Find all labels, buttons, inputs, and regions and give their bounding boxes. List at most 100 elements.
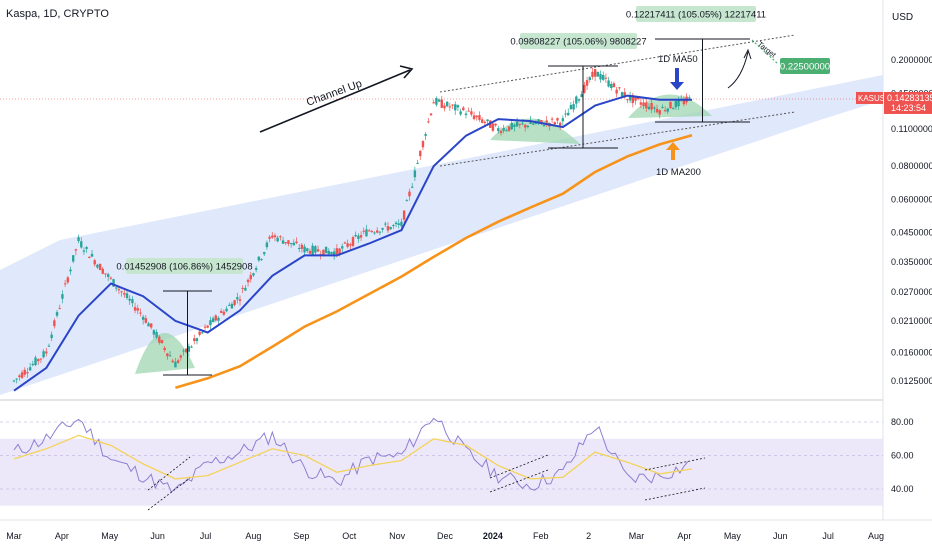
candle-body [233,300,236,306]
candle-body [408,191,411,197]
candle-body [454,104,457,111]
candle-body [241,287,244,289]
candle-body [23,369,26,375]
measure2-text: 0.09808227 (105.06%) 9808227 [510,37,646,48]
candle-body [152,330,156,335]
time-tick-label: Jun [150,531,165,541]
rsi-tick-label: 40.00 [891,484,914,494]
candle-body [631,95,635,104]
candle-body [480,119,484,123]
target-curve [727,51,749,89]
currency-label[interactable]: USD [892,12,914,23]
candle-body [443,105,446,109]
candle-body [263,252,266,255]
time-tick-label: Jul [200,531,212,541]
candle-body [158,336,161,343]
candle-body [316,249,320,252]
candle-body [507,126,511,131]
candle-body [314,246,317,253]
candle-body [225,308,228,312]
candle-body [306,248,309,251]
candle-body [663,110,667,112]
candle-body [354,234,357,237]
candle-body [230,303,234,309]
candle-body [470,111,473,115]
candle-body [39,358,43,360]
candle-body [459,111,462,115]
candle-body [561,118,565,122]
candle-body [537,119,540,123]
candle-body [101,268,104,274]
candle-body [583,84,586,93]
candle-body [176,360,180,363]
time-tick-label: Nov [389,531,406,541]
candle-body [521,123,524,125]
time-tick-label: Jul [822,531,834,541]
candle-body [610,83,613,89]
candle-body [187,346,191,352]
candle-body [569,104,573,110]
candle-body [206,325,209,328]
candle-body [642,102,645,107]
target-label: Target [756,39,779,59]
candle-body [155,331,158,338]
candle-body [37,359,40,362]
candle-body [661,107,664,109]
candle-body [125,293,129,298]
price-tick-label: 0.01250000 [891,376,932,386]
candle-body [532,123,535,125]
candle-body [483,122,487,124]
candle-body [322,249,325,256]
candle-body [620,92,624,97]
candle-body [518,123,522,125]
candle-body [168,355,172,357]
candle-body [451,104,454,106]
candle-body [141,316,145,320]
candle-body [497,128,500,132]
candle-body [392,225,395,227]
candle-body [45,351,48,354]
candle-body [596,71,600,77]
candle-body [405,200,409,202]
candle-body [618,87,621,89]
candle-body [626,99,629,101]
interval: 1D [43,8,58,20]
candle-body [410,186,414,188]
candle-body [567,112,570,116]
candle-body [82,250,86,252]
candle-body [195,338,199,342]
candle-body [297,247,301,249]
candle-body [128,298,131,301]
candle-body [61,294,64,299]
ma200-label: 1D MA200 [656,167,701,178]
time-tick-label: Dec [437,531,454,541]
candle-body [529,120,532,124]
candle-body [564,113,567,115]
candle-body [335,248,339,255]
candle-body [367,230,371,232]
candle-body [287,240,290,244]
candle-body [440,99,443,108]
candle-body [28,367,32,371]
candle-body [300,244,304,249]
candle-body [394,222,398,225]
candle-body [163,347,166,351]
time-tick-label: Aug [868,531,884,541]
candle-body [682,100,686,105]
candle-body [628,95,632,101]
candle-body [381,228,384,230]
candle-body [117,289,121,291]
candle-body [246,279,250,283]
candle-body [115,287,118,289]
candle-body [435,98,438,105]
ma200-line [175,133,693,389]
candle-body [585,80,589,86]
candle-body [491,123,495,131]
candle-body [18,375,21,378]
target-line [751,39,778,64]
candle-body [303,246,306,253]
candle-body [249,275,252,280]
